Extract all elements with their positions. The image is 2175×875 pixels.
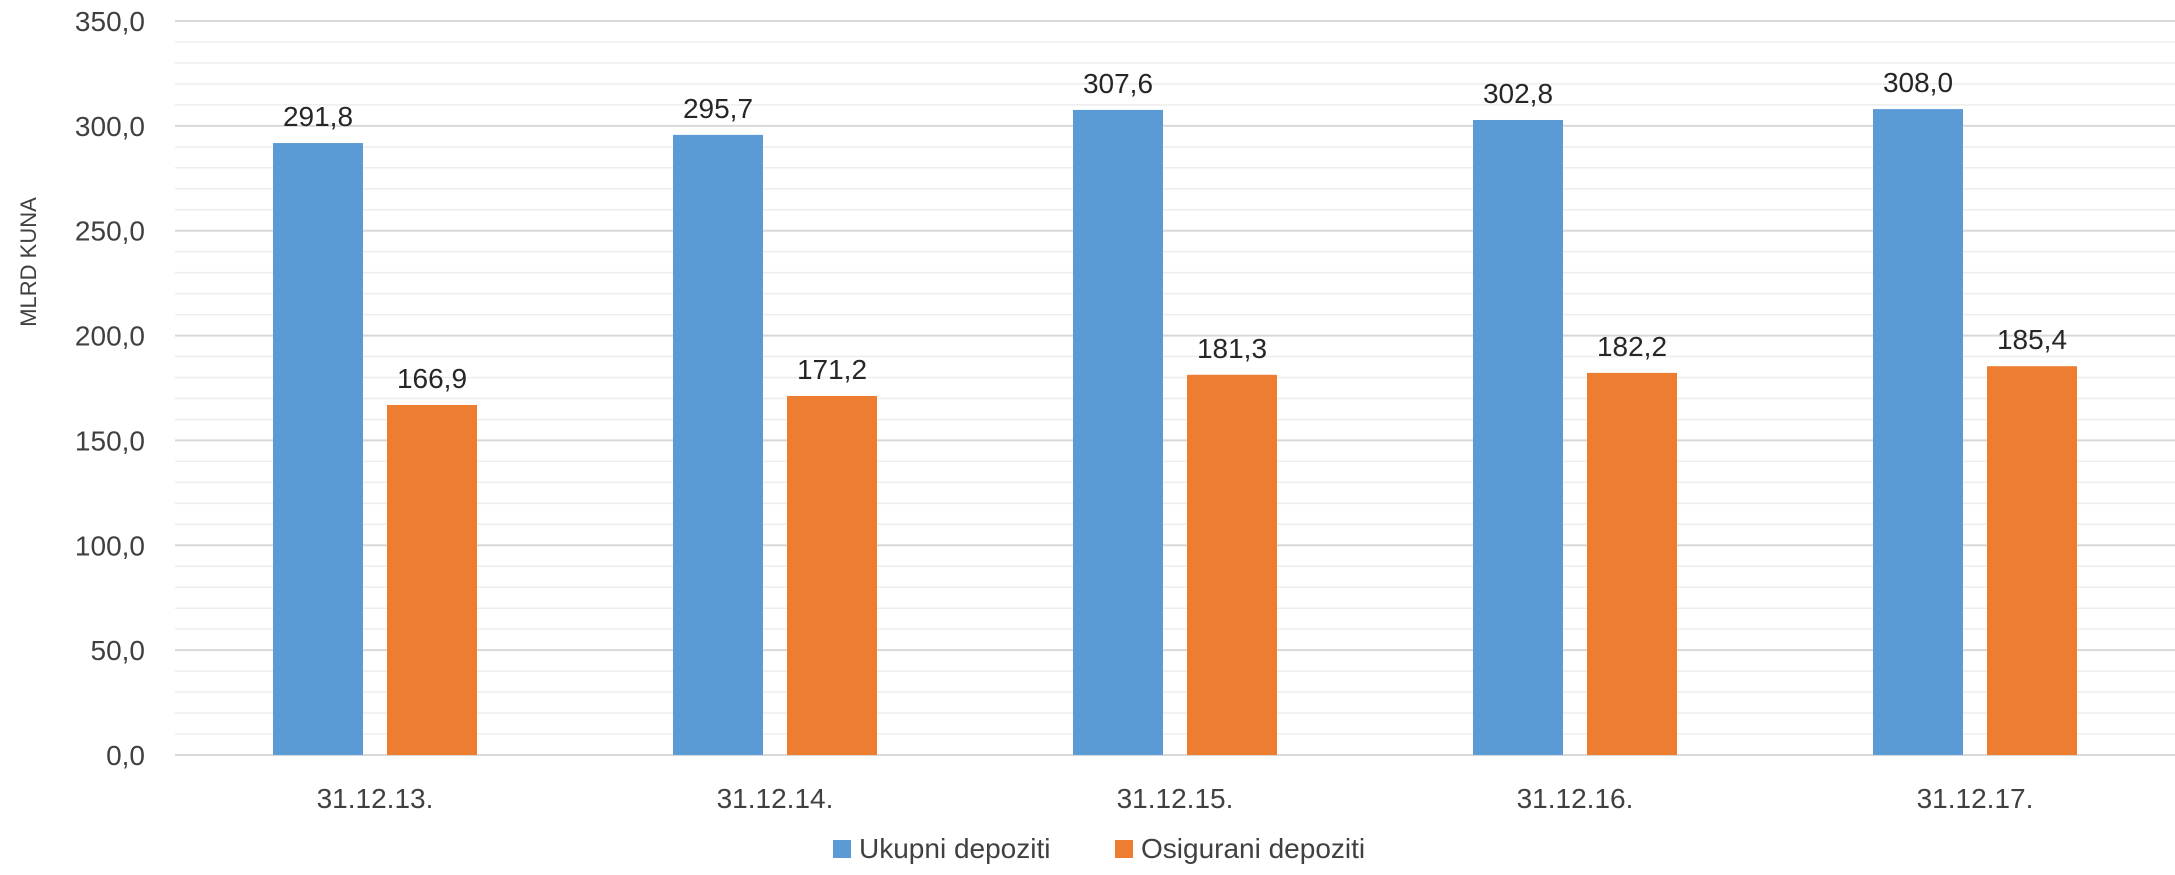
legend: Ukupni depoziti Osigurani depoziti (833, 833, 1365, 864)
y-tick-label: 150,0 (75, 425, 145, 456)
data-label: 185,4 (1997, 324, 2067, 355)
y-tick-label: 50,0 (91, 635, 146, 666)
y-axis-tick-labels: 0,0 50,0 100,0 150,0 200,0 250,0 300,0 350,0 (75, 6, 145, 771)
y-tick-label: 200,0 (75, 321, 145, 352)
x-axis-tick-labels: 31.12.13. 31.12.14. 31.12.15. 31.12.16. 31.1… (317, 783, 2034, 814)
bar-ukupni-2 (1073, 109, 1163, 756)
data-label: 295,7 (683, 93, 753, 124)
x-tick-label: 31.12.15. (1117, 783, 1234, 814)
y-tick-label: 350,0 (75, 6, 145, 37)
bar-osigurani-4 (1987, 366, 2077, 755)
data-label: 291,8 (283, 101, 353, 132)
x-tick-label: 31.12.17. (1917, 783, 2034, 814)
data-label: 171,2 (797, 354, 867, 385)
bars-group (273, 109, 2077, 756)
x-tick-label: 31.12.14. (717, 783, 834, 814)
legend-label: Ukupni depoziti (859, 833, 1050, 864)
bar-osigurani-2 (1187, 374, 1277, 755)
y-axis-title: MLRD KUNA (16, 197, 41, 327)
bar-ukupni-0 (273, 143, 363, 755)
data-label: 307,6 (1083, 68, 1153, 99)
minor-gridlines (175, 41, 2175, 735)
bar-osigurani-3 (1587, 372, 1677, 755)
data-label: 166,9 (397, 363, 467, 394)
legend-swatch (1115, 840, 1133, 858)
bar-ukupni-3 (1473, 119, 1563, 755)
data-label: 302,8 (1483, 78, 1553, 109)
bar-osigurani-0 (387, 404, 477, 755)
bar-ukupni-4 (1873, 109, 1963, 755)
data-labels-group: 291,8 166,9 295,7 171,2 307,6 181,3 302,8 182,2… (283, 67, 2067, 394)
x-tick-label: 31.12.16. (1517, 783, 1634, 814)
legend-swatch (833, 840, 851, 858)
y-tick-label: 300,0 (75, 111, 145, 142)
y-tick-label: 250,0 (75, 216, 145, 247)
x-tick-label: 31.12.13. (317, 783, 434, 814)
bar-osigurani-1 (787, 395, 877, 755)
major-gridlines (175, 20, 2175, 756)
y-tick-label: 0,0 (106, 740, 145, 771)
data-label: 308,0 (1883, 67, 1953, 98)
bar-ukupni-1 (673, 134, 763, 755)
data-label: 182,2 (1597, 331, 1667, 362)
y-tick-label: 100,0 (75, 530, 145, 561)
legend-label: Osigurani depoziti (1141, 833, 1365, 864)
data-label: 181,3 (1197, 333, 1267, 364)
